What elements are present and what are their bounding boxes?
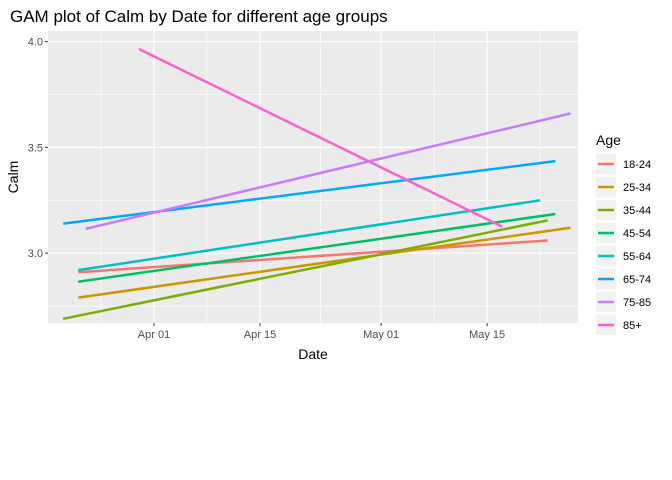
chart-title: GAM plot of Calm by Date for different a… — [10, 7, 388, 26]
series-line-75-85 — [85, 112, 571, 231]
x-axis-title: Date — [298, 346, 328, 362]
series-line-35-44 — [62, 219, 548, 321]
legend-label-75-85: 75-85 — [623, 297, 651, 309]
legend-label-18-24: 18-24 — [623, 159, 651, 171]
minor-gridlines — [48, 31, 578, 323]
legend-label-45-54: 45-54 — [623, 228, 651, 240]
series-line-85plus — [138, 47, 503, 228]
y-tick-label: 3.5 — [28, 142, 43, 154]
x-axis-ticks: Apr 01 Apr 15 May 01 May 15 — [138, 323, 505, 341]
y-tick-label: 3.0 — [28, 248, 43, 260]
legend-label-35-44: 35-44 — [623, 205, 651, 217]
legend-label-65-74: 65-74 — [623, 274, 651, 286]
plot-panel — [48, 31, 578, 323]
y-axis-ticks: 3.0 3.5 4.0 — [28, 37, 48, 260]
legend: Age 18-24 25-34 35-44 45-54 55-64 65-74 75-85 8… — [596, 132, 651, 335]
series-lines — [62, 47, 571, 321]
legend-label-55-64: 55-64 — [623, 251, 651, 263]
legend-items: 18-24 25-34 35-44 45-54 55-64 65-74 75-85 85+ — [596, 154, 651, 335]
y-axis-title: Calm — [5, 161, 21, 194]
x-tick-label: Apr 15 — [244, 329, 276, 341]
series-line-65-74 — [62, 159, 556, 225]
series-line-45-54 — [78, 212, 556, 283]
x-tick-label: May 15 — [469, 329, 505, 341]
x-tick-label: Apr 01 — [138, 329, 170, 341]
series-line-18-24 — [78, 239, 548, 274]
y-tick-label: 4.0 — [28, 37, 43, 49]
legend-label-25-34: 25-34 — [623, 182, 651, 194]
legend-label-85plus: 85+ — [623, 320, 642, 332]
series-line-55-64 — [78, 199, 541, 272]
legend-title: Age — [596, 132, 621, 148]
series-line-25-34 — [78, 226, 571, 299]
major-gridlines — [48, 31, 578, 323]
x-tick-label: May 01 — [363, 329, 399, 341]
